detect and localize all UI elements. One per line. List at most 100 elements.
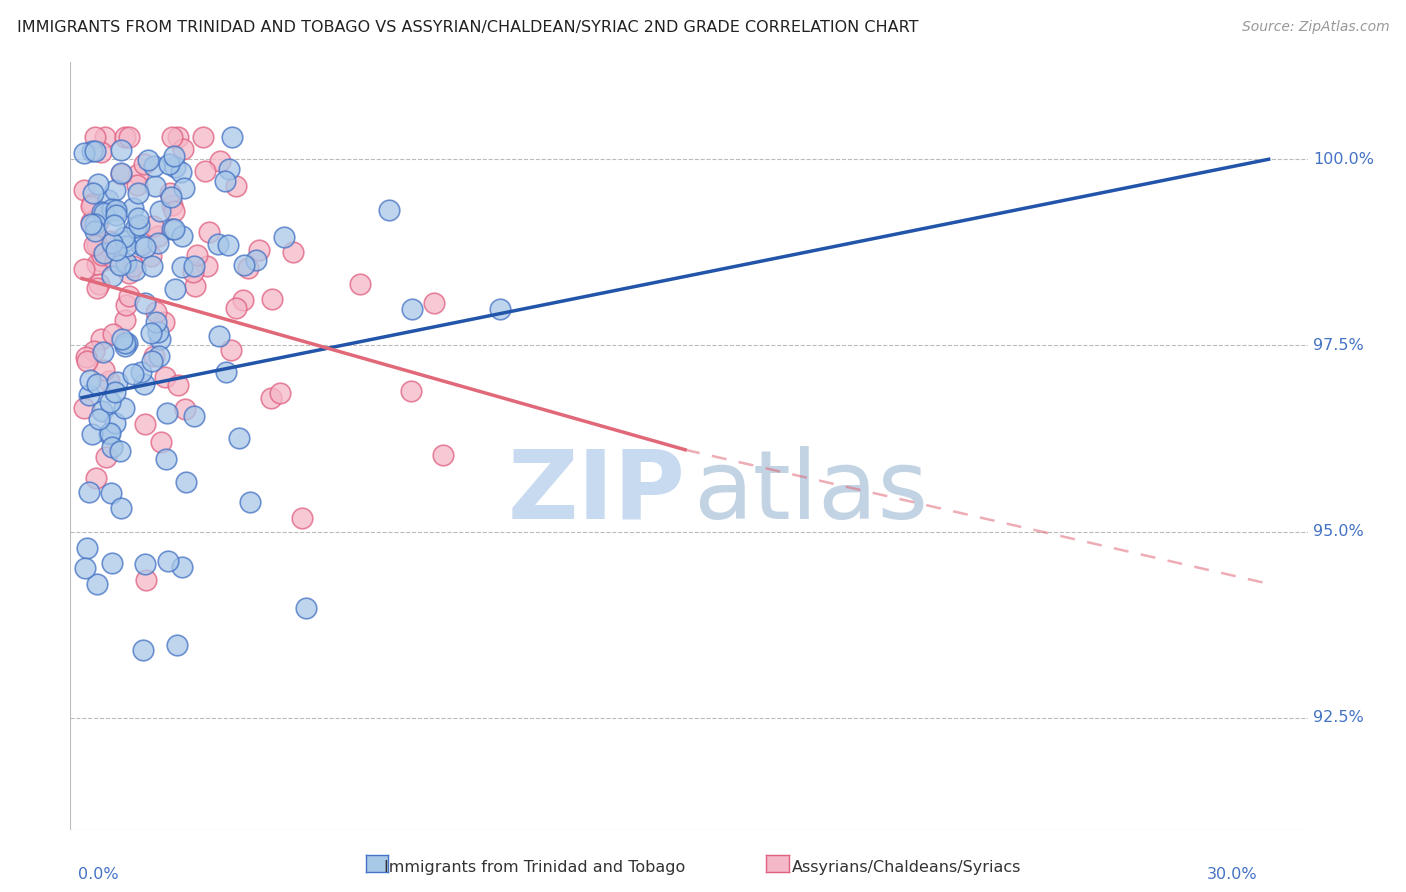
Point (73, 262, 96, 277)
Point (245, 252, 267, 267)
Text: ZIP: ZIP (508, 445, 685, 539)
Point (401, 301, 423, 316)
Point (100, 202, 122, 216)
Point (110, 143, 132, 157)
Point (157, 554, 180, 568)
Point (127, 186, 149, 200)
Point (207, 237, 229, 252)
Point (110, 501, 132, 516)
Point (238, 261, 260, 276)
Point (110, 259, 132, 273)
Point (269, 386, 291, 401)
Point (110, 332, 132, 346)
Point (125, 220, 148, 235)
Point (101, 441, 124, 455)
Point (79, 217, 101, 231)
Point (75, 560, 97, 574)
Point (127, 167, 149, 181)
Point (150, 435, 173, 450)
Point (90, 253, 112, 268)
Point (93, 206, 115, 220)
Point (129, 365, 152, 379)
Point (104, 254, 127, 268)
Point (87, 211, 110, 225)
Text: 0.0%: 0.0% (79, 867, 118, 882)
Point (159, 186, 181, 200)
Point (423, 296, 446, 310)
Point (73, 183, 96, 197)
Point (198, 225, 221, 239)
Point (129, 238, 152, 252)
Point (172, 142, 194, 156)
Point (148, 349, 170, 363)
Point (163, 204, 186, 219)
Point (73, 145, 96, 160)
Point (162, 149, 184, 163)
Point (110, 167, 132, 181)
Point (183, 409, 205, 424)
Point (112, 229, 135, 244)
Point (80, 197, 103, 211)
Point (247, 243, 270, 257)
Point (114, 238, 136, 252)
Text: 97.5%: 97.5% (1313, 338, 1364, 353)
Point (141, 259, 163, 273)
Point (104, 183, 127, 197)
Point (79, 484, 101, 499)
Point (80, 145, 103, 159)
Point (160, 197, 183, 211)
Point (90, 332, 112, 346)
Point (160, 222, 183, 236)
Point (186, 247, 208, 261)
Point (93, 345, 115, 359)
Point (79, 373, 101, 387)
Point (153, 314, 176, 328)
Point (139, 326, 162, 340)
Point (98, 375, 121, 389)
Point (98, 395, 121, 409)
Point (141, 353, 163, 368)
Point (193, 129, 215, 144)
Point (114, 336, 136, 351)
Point (163, 282, 186, 296)
Point (145, 315, 167, 329)
Point (114, 339, 136, 353)
Point (76, 353, 98, 368)
Point (97, 193, 120, 207)
Point (83, 343, 105, 358)
Point (399, 384, 422, 398)
Point (221, 129, 243, 144)
Point (86, 257, 108, 271)
Point (105, 208, 128, 222)
Point (86, 376, 108, 391)
Point (135, 574, 157, 588)
Point (101, 236, 124, 251)
Text: Assyrians/Chaldeans/Syriacs: Assyrians/Chaldeans/Syriacs (792, 861, 1022, 875)
Text: IMMIGRANTS FROM TRINIDAD AND TOBAGO VS ASSYRIAN/CHALDEAN/SYRIAC 2ND GRADE CORREL: IMMIGRANTS FROM TRINIDAD AND TOBAGO VS A… (17, 20, 918, 35)
Point (148, 333, 170, 347)
Point (148, 236, 170, 251)
Point (218, 161, 240, 176)
Text: atlas: atlas (693, 445, 928, 539)
Point (157, 157, 180, 171)
Point (273, 230, 295, 244)
Point (155, 370, 177, 384)
Point (100, 556, 122, 570)
Point (115, 336, 138, 351)
Point (225, 179, 247, 194)
Point (170, 165, 193, 179)
Point (84, 470, 107, 484)
Point (142, 159, 165, 173)
Point (132, 642, 155, 657)
Point (114, 313, 136, 327)
Point (101, 268, 124, 283)
Point (91, 404, 114, 418)
Point (91, 248, 114, 262)
Point (114, 129, 136, 144)
Point (295, 600, 318, 615)
Point (167, 378, 190, 392)
Point (98, 425, 121, 440)
Point (127, 211, 149, 225)
Point (122, 259, 145, 273)
Point (232, 293, 254, 307)
